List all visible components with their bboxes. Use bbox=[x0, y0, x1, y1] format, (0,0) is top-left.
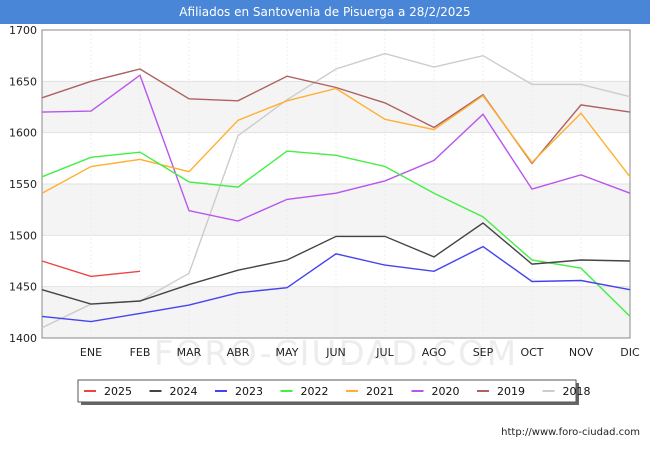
x-tick-label: AGO bbox=[422, 346, 447, 359]
x-tick-label: DIC bbox=[620, 346, 640, 359]
y-tick-label: 1500 bbox=[9, 229, 37, 242]
plot-frame bbox=[41, 29, 631, 339]
y-tick-label: 1700 bbox=[9, 24, 37, 37]
x-tick-label: OCT bbox=[520, 346, 543, 359]
x-tick-label: NOV bbox=[569, 346, 594, 359]
y-tick-label: 1650 bbox=[9, 75, 37, 88]
legend-label: 2020 bbox=[432, 385, 460, 398]
legend-label: 2018 bbox=[563, 385, 591, 398]
chart-title: Afiliados en Santovenia de Pisuerga a 28… bbox=[0, 0, 650, 24]
legend-label: 2022 bbox=[301, 385, 329, 398]
x-tick-label: ENE bbox=[80, 346, 102, 359]
source-url[interactable]: http://www.foro-ciudad.com bbox=[501, 427, 640, 438]
x-tick-label: SEP bbox=[473, 346, 494, 359]
legend-label: 2021 bbox=[366, 385, 394, 398]
y-tick-label: 1400 bbox=[9, 332, 37, 345]
series-line-2021 bbox=[41, 87, 631, 194]
y-tick-label: 1550 bbox=[9, 178, 37, 191]
x-tick-label: JUN bbox=[325, 346, 346, 359]
series-lines bbox=[41, 52, 631, 329]
series-line-2022 bbox=[41, 150, 631, 317]
y-tick-label: 1450 bbox=[9, 281, 37, 294]
y-tick-label: 1600 bbox=[9, 127, 37, 140]
legend: 2025 2024 2023 2022 2021 2020 2019 2018 bbox=[77, 379, 591, 405]
series-line-2019 bbox=[41, 68, 631, 165]
x-tick-label: MAR bbox=[177, 346, 202, 359]
legend-label: 2019 bbox=[497, 385, 525, 398]
x-tick-label: FEB bbox=[130, 346, 151, 359]
legend-label: 2023 bbox=[235, 385, 263, 398]
x-tick-label: MAY bbox=[276, 346, 299, 359]
watermark: FORO-CIUDAD.COM bbox=[154, 334, 518, 374]
series-line-2020 bbox=[41, 74, 631, 222]
series-line-2023 bbox=[41, 245, 631, 323]
x-tick-label: JUL bbox=[375, 346, 394, 359]
legend-label: 2024 bbox=[170, 385, 198, 398]
legend-box bbox=[77, 379, 577, 403]
series-line-2024 bbox=[41, 222, 631, 305]
axes: 1400 1450 1500 1550 1600 1650 1700 ENE FEB MAR ABR… bbox=[9, 24, 640, 359]
series-line-2025 bbox=[41, 260, 141, 278]
x-tick-label: ABR bbox=[227, 346, 250, 359]
legend-label: 2025 bbox=[104, 385, 132, 398]
